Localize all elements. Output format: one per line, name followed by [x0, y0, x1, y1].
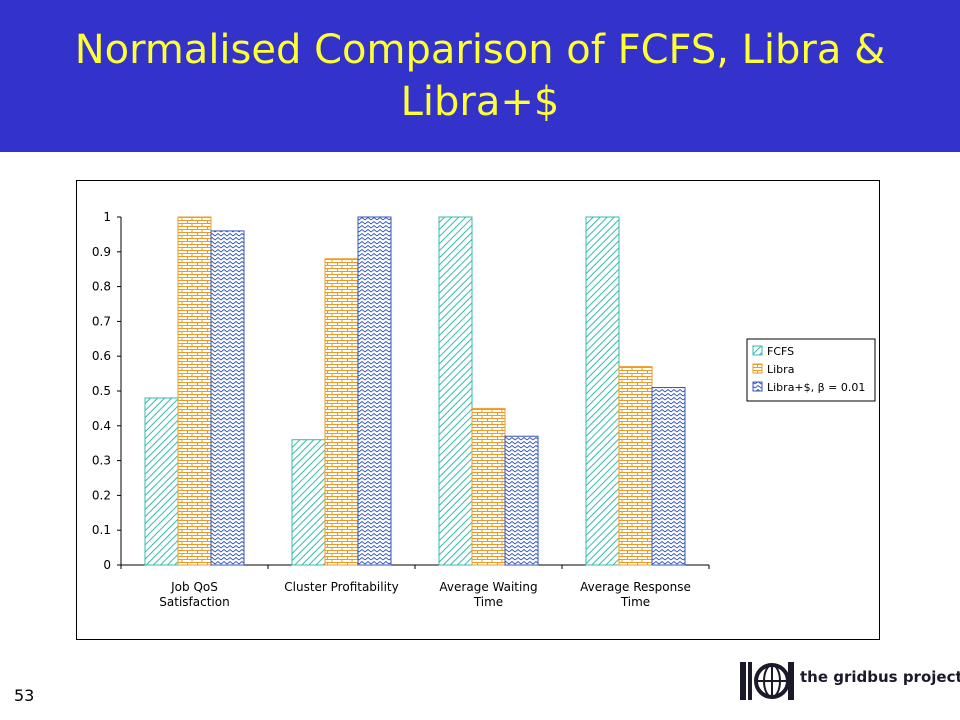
x-category-label: Time	[473, 595, 503, 609]
gridbus-logo-icon	[740, 662, 794, 700]
y-tick-label: 0	[103, 558, 111, 572]
bar-diagonal	[585, 216, 620, 566]
slide-title: Normalised Comparison of FCFS, Libra & L…	[74, 27, 886, 125]
x-category-label: Average Response	[580, 580, 691, 594]
y-tick-label: 0.9	[92, 245, 111, 259]
y-tick-label: 0.8	[92, 280, 111, 294]
y-tick-label: 1	[103, 210, 111, 224]
bar-diagonal	[438, 216, 473, 566]
bar-zigzag	[210, 230, 245, 566]
legend-box	[746, 338, 876, 402]
y-tick-label: 0.7	[92, 314, 111, 328]
legend-swatch	[752, 363, 763, 374]
legend-label: Libra+$, β = 0.01	[767, 381, 865, 394]
bar-zigzag	[504, 435, 539, 566]
legend-label: Libra	[767, 363, 794, 376]
bar-brick	[471, 407, 506, 566]
gridbus-logo: the gridbus project	[738, 656, 960, 706]
bar-brick	[324, 258, 359, 566]
bar-brick	[618, 366, 653, 566]
logo-text: the gridbus project	[800, 668, 960, 686]
x-category-label: Cluster Profitability	[284, 580, 399, 594]
y-tick-label: 0.6	[92, 349, 111, 363]
legend-swatch	[752, 381, 763, 392]
bar-brick	[177, 216, 212, 566]
y-tick-label: 0.1	[92, 523, 111, 537]
x-category-label: Time	[620, 595, 650, 609]
x-category-label: Satisfaction	[159, 595, 229, 609]
y-tick-label: 0.2	[92, 488, 111, 502]
slide-number: 53	[14, 686, 35, 705]
x-category-label: Job QoS	[170, 580, 218, 594]
bar-chart: 0 0.1 0.2 0.3 0.4 0.5 0.6 0.7 0.8 0.9 1 Job QoSSat…	[92, 210, 876, 609]
chart-area: 0 0.1 0.2 0.3 0.4 0.5 0.6 0.7 0.8 0.9 1 Job QoS Sat…	[76, 180, 880, 640]
bar-zigzag	[651, 387, 686, 566]
legend-swatch	[752, 345, 763, 356]
bar-zigzag	[357, 216, 392, 566]
x-category-label: Average Waiting	[439, 580, 537, 594]
bar-diagonal	[291, 439, 326, 566]
title-banner	[0, 0, 960, 152]
legend-label: FCFS	[767, 345, 794, 358]
y-tick-label: 0.4	[92, 419, 111, 433]
bar-diagonal	[144, 397, 179, 566]
y-tick-label: 0.3	[92, 454, 111, 468]
y-tick-label: 0.5	[92, 384, 111, 398]
